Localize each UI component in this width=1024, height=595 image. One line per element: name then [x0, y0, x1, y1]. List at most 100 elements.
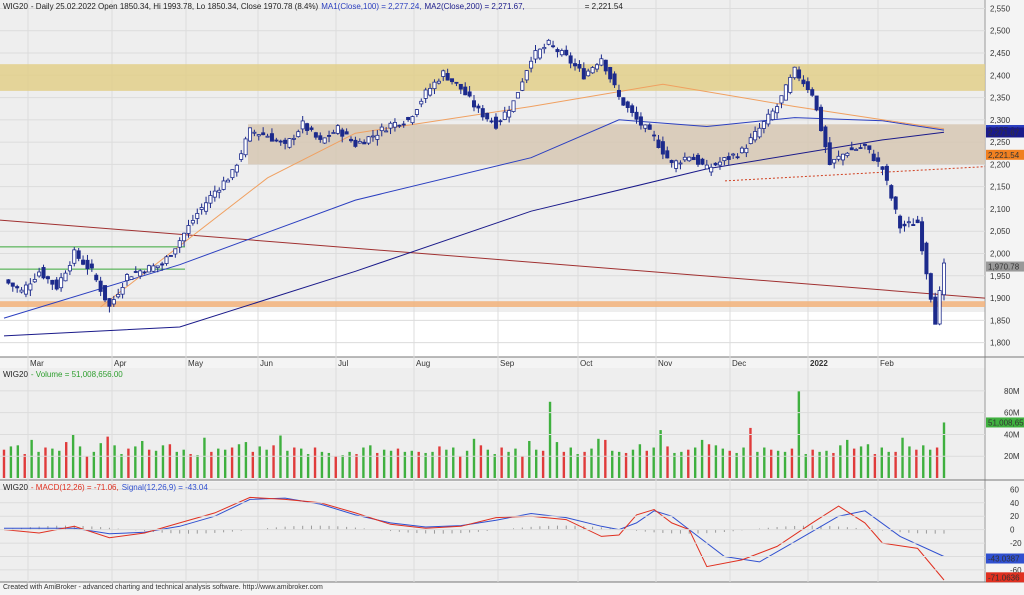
- volume-bar: [776, 450, 780, 478]
- candle-body: [603, 59, 608, 72]
- volume-bar: [362, 447, 365, 478]
- month-tick-label: May: [188, 359, 203, 368]
- candle-body: [928, 273, 933, 300]
- volume-bar: [555, 442, 559, 478]
- volume-value-tag: [986, 417, 1024, 428]
- volume-bar: [196, 455, 199, 478]
- volume-bar: [631, 449, 635, 478]
- ma-orange-line: [100, 83, 945, 308]
- candle-body: [357, 141, 362, 144]
- candle-body: [511, 100, 516, 112]
- volume-bar: [306, 454, 310, 478]
- volume-bar: [652, 447, 655, 478]
- candle-body: [19, 289, 24, 293]
- candle-body: [933, 296, 938, 325]
- candle-body: [652, 134, 657, 137]
- candle-body: [805, 81, 810, 91]
- ma100-line: [3, 117, 945, 319]
- candle-body: [480, 108, 485, 118]
- volume-bar: [472, 438, 476, 478]
- volume-bar: [403, 451, 407, 478]
- volume-bar: [134, 446, 137, 478]
- candle-body: [937, 290, 942, 325]
- candle-body: [366, 136, 371, 144]
- volume-bar: [901, 437, 904, 478]
- support-trendline: [724, 166, 986, 182]
- candle-body: [489, 120, 494, 123]
- volume-bar: [852, 448, 856, 478]
- candle-body: [327, 134, 332, 137]
- volume-bar: [638, 444, 642, 478]
- volume-bar: [507, 451, 510, 478]
- volume-bar: [535, 449, 538, 478]
- candle-body: [924, 242, 929, 275]
- volume-bar: [300, 448, 303, 478]
- candle-body: [313, 132, 318, 138]
- candle-body: [107, 298, 112, 307]
- price-header: WIG20- Daily 25.02.2022 Open 1850.34, Hi…: [3, 2, 623, 11]
- candle-body: [801, 79, 806, 85]
- volume-bar: [894, 451, 897, 478]
- candle-body: [54, 279, 59, 290]
- candle-body: [278, 140, 283, 143]
- candle-body: [428, 87, 433, 96]
- volume-bar: [590, 448, 593, 478]
- candle-body: [362, 141, 367, 145]
- volume-bar: [597, 438, 600, 478]
- volume-bar: [279, 435, 282, 478]
- volume-value-text: 51,008,65: [988, 418, 1024, 427]
- price-tick-label: 1,950: [990, 272, 1011, 281]
- month-tick-label: Nov: [658, 359, 672, 368]
- macd-tick-label: 0: [1010, 526, 1015, 535]
- candle-body: [256, 134, 261, 137]
- volume-bar: [16, 445, 20, 478]
- volume-bar: [528, 440, 531, 478]
- volume-bar: [286, 450, 289, 478]
- candle-body: [775, 106, 780, 114]
- candle-body: [880, 166, 885, 170]
- candle-body: [261, 132, 266, 136]
- volume-bar: [23, 454, 26, 478]
- signal-value-tag: [986, 572, 1024, 583]
- volume-bar: [120, 454, 123, 478]
- volume-bar: [846, 439, 849, 478]
- candle-body: [748, 137, 753, 144]
- price-tick-label: 2,150: [990, 183, 1011, 192]
- price-tick-label: 2,450: [990, 49, 1011, 58]
- volume-y-axis: 80M 60M 40M 20M 51,008,65: [0, 387, 1024, 461]
- volume-bar: [666, 446, 669, 478]
- price-band: [0, 301, 985, 307]
- volume-bar: [30, 439, 33, 478]
- candle-body: [832, 158, 837, 164]
- candle-body: [735, 156, 740, 159]
- candle-body: [445, 73, 450, 81]
- price-tick-label: 2,400: [990, 71, 1011, 80]
- candle-body: [739, 147, 744, 154]
- volume-bar: [818, 451, 821, 478]
- volume-bar: [832, 452, 835, 478]
- volume-bar: [113, 445, 116, 478]
- candle-body: [406, 117, 411, 121]
- volume-bar: [859, 446, 863, 478]
- volume-bar: [2, 449, 6, 478]
- volume-bar: [942, 422, 946, 478]
- volume-bar: [44, 447, 47, 478]
- volume-bar: [458, 456, 462, 478]
- volume-bar: [659, 430, 662, 478]
- volume-bar: [389, 450, 393, 478]
- candle-body: [269, 133, 274, 142]
- month-tick-label: 2022: [810, 359, 828, 368]
- volume-bar: [147, 449, 151, 478]
- footer-credit: Created with AmiBroker - advanced charti…: [3, 584, 323, 591]
- candle-body: [726, 156, 731, 160]
- candle-body: [713, 162, 718, 166]
- candle-body: [709, 166, 714, 173]
- candle-body: [6, 279, 11, 284]
- candle-body: [546, 39, 551, 45]
- candle-body: [608, 67, 613, 80]
- candle-body: [871, 153, 876, 162]
- candle-body: [542, 47, 547, 50]
- candle-body: [898, 215, 903, 229]
- candle-body: [441, 70, 446, 77]
- x-axis: Mar Apr May Jun Jul Aug Sep Oct Nov Dec 2022 Feb: [30, 359, 894, 368]
